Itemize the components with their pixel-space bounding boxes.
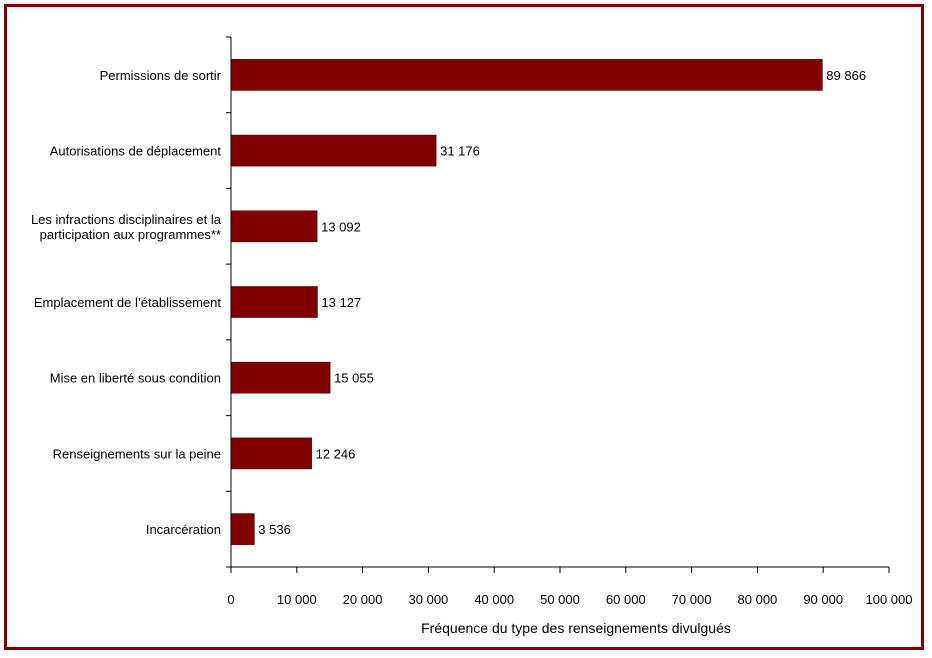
- data-label: 13 127: [321, 295, 361, 310]
- data-labels-group: 89 866 31 176 13 092 13 127 15 055 12 246 3 53…: [258, 68, 866, 537]
- axes-group: 0 10 000 20 000 30 000 40 000 50 000 60 000 70 …: [226, 36, 913, 607]
- data-label: 13 092: [321, 219, 361, 234]
- x-tick-label: 40 000: [474, 592, 514, 607]
- category-labels-group: Permissions de sortir Autorisations de dé…: [31, 68, 222, 537]
- x-tick-label: 0: [227, 592, 234, 607]
- x-tick-label: 30 000: [409, 592, 449, 607]
- x-tick-label: 80 000: [738, 592, 778, 607]
- x-tick-label: 20 000: [343, 592, 383, 607]
- data-label: 3 536: [258, 522, 291, 537]
- category-label: Renseignements sur la peine: [53, 446, 221, 461]
- data-label: 15 055: [334, 371, 374, 386]
- x-tick-label: 10 000: [277, 592, 317, 607]
- x-tick-label: 60 000: [606, 592, 646, 607]
- bar: [230, 513, 255, 545]
- x-tick-label: 50 000: [540, 592, 580, 607]
- x-tick-label: 70 000: [672, 592, 712, 607]
- data-label: 89 866: [826, 68, 866, 83]
- data-label: 31 176: [440, 144, 480, 159]
- bar: [230, 361, 331, 394]
- bar: [230, 210, 318, 243]
- category-label: Incarcération: [146, 522, 221, 537]
- chart-frame: [4, 4, 924, 650]
- x-tick-label: 90 000: [803, 592, 843, 607]
- x-axis-title: Fréquence du type des renseignements div…: [421, 620, 731, 636]
- bar: [230, 134, 437, 167]
- category-label: Autorisations de déplacement: [50, 144, 222, 159]
- category-label: Permissions de sortir: [100, 68, 222, 83]
- category-label: Les infractions disciplinaires et la: [31, 212, 222, 227]
- bars-group: [230, 59, 823, 545]
- bar: [230, 59, 823, 91]
- category-label: Mise en liberté sous condition: [50, 371, 221, 386]
- category-label: participation aux programmes**: [40, 227, 221, 242]
- data-label: 12 246: [316, 446, 356, 461]
- bar: [230, 286, 318, 318]
- category-label: Emplacement de l’établissement: [34, 295, 222, 310]
- bar: [230, 437, 312, 470]
- x-tick-label: 100 000: [866, 592, 913, 607]
